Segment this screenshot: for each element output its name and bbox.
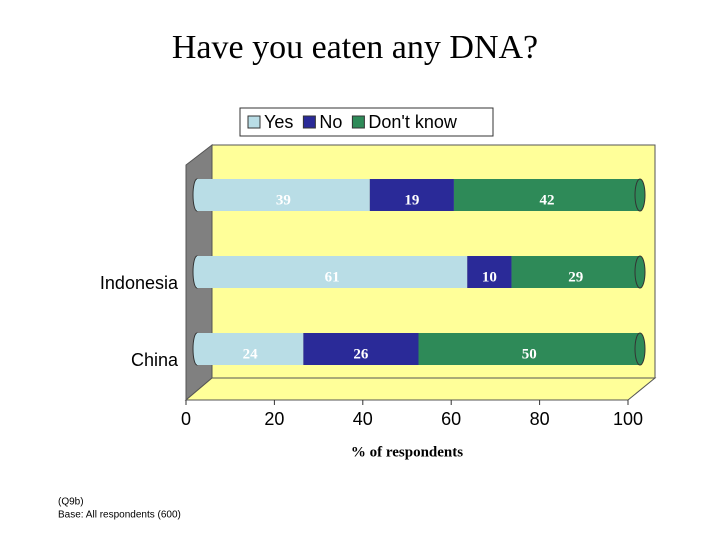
bar-cap	[634, 255, 646, 289]
legend-label: Yes	[264, 112, 293, 132]
x-axis-label: % of respondents	[351, 444, 463, 460]
bar-segment	[467, 256, 512, 288]
x-tick-label: 40	[353, 409, 373, 429]
data-label: 61	[325, 269, 340, 285]
data-label: 26	[353, 346, 369, 362]
bar-segment	[418, 333, 640, 365]
data-label: 10	[482, 269, 497, 285]
y-tick-label: China	[131, 350, 179, 370]
footnote: Base: All respondents (600)	[58, 510, 181, 521]
data-label: 19	[404, 192, 419, 208]
bar-segment	[303, 333, 419, 365]
chart-title: Have you eaten any DNA?	[172, 29, 538, 66]
floor	[184, 377, 657, 401]
footnote: (Q9b)	[58, 497, 84, 508]
bar-segment	[197, 179, 370, 211]
x-tick-label: 20	[264, 409, 284, 429]
bar-cap	[634, 178, 646, 212]
bar-segment	[511, 256, 640, 288]
legend	[239, 107, 494, 137]
x-tick-label: 0	[181, 409, 191, 429]
legend-swatch	[247, 115, 261, 129]
bar-cap	[634, 332, 646, 366]
y-tick-label: Indonesia	[100, 273, 179, 293]
bar-segment	[197, 256, 468, 288]
data-label: 24	[243, 346, 259, 362]
data-label: 42	[539, 192, 554, 208]
data-label: 29	[568, 269, 583, 285]
bar-segment	[197, 333, 304, 365]
bar-segment	[369, 179, 454, 211]
x-tick-label: 60	[441, 409, 461, 429]
x-tick-label: 100	[613, 409, 643, 429]
legend-swatch	[302, 115, 316, 129]
legend-label: No	[319, 112, 342, 132]
x-tick-label: 80	[530, 409, 550, 429]
legend-swatch	[351, 115, 365, 129]
data-label: 50	[522, 346, 537, 362]
data-label: 39	[276, 192, 291, 208]
bar-segment	[453, 179, 640, 211]
legend-label: Don't know	[368, 112, 457, 132]
